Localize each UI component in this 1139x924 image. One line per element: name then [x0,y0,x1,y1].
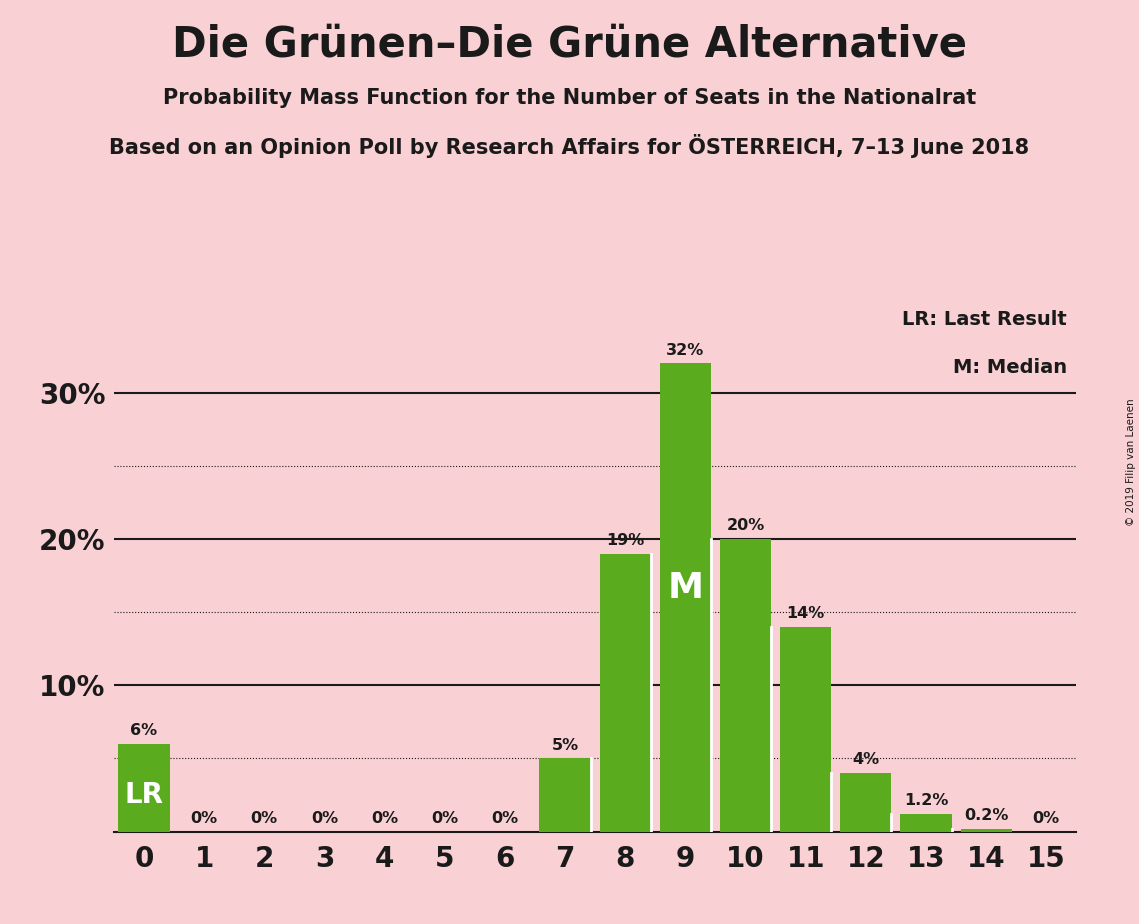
Text: 6%: 6% [130,723,157,738]
Text: M: Median: M: Median [952,358,1067,377]
Text: 20%: 20% [727,518,764,533]
Text: 0.2%: 0.2% [964,808,1008,822]
Bar [841,773,892,832]
Text: © 2019 Filip van Laenen: © 2019 Filip van Laenen [1126,398,1136,526]
Text: 0%: 0% [371,810,399,826]
Text: 19%: 19% [606,533,645,548]
Text: LR: LR [124,781,164,808]
Bar [780,626,831,832]
Text: M: M [667,571,704,605]
Text: 5%: 5% [551,737,579,752]
Text: Die Grünen–Die Grüne Alternative: Die Grünen–Die Grüne Alternative [172,23,967,65]
Text: Based on an Opinion Poll by Research Affairs for ÖSTERREICH, 7–13 June 2018: Based on an Opinion Poll by Research Aff… [109,134,1030,158]
Bar [540,759,591,832]
Bar [720,539,771,832]
Bar [659,363,711,832]
Bar [599,553,650,832]
Text: 32%: 32% [666,343,705,358]
Text: 0%: 0% [311,810,338,826]
Text: 0%: 0% [491,810,518,826]
Text: 4%: 4% [852,752,879,767]
Text: LR: Last Result: LR: Last Result [902,310,1067,329]
Text: 0%: 0% [1033,810,1060,826]
Text: 1.2%: 1.2% [903,793,948,808]
Text: 14%: 14% [787,606,825,621]
Bar [960,829,1011,832]
Bar [118,744,170,832]
Text: 0%: 0% [432,810,458,826]
Text: Probability Mass Function for the Number of Seats in the Nationalrat: Probability Mass Function for the Number… [163,88,976,108]
Text: 0%: 0% [251,810,278,826]
Bar [901,814,951,832]
Text: 0%: 0% [190,810,218,826]
